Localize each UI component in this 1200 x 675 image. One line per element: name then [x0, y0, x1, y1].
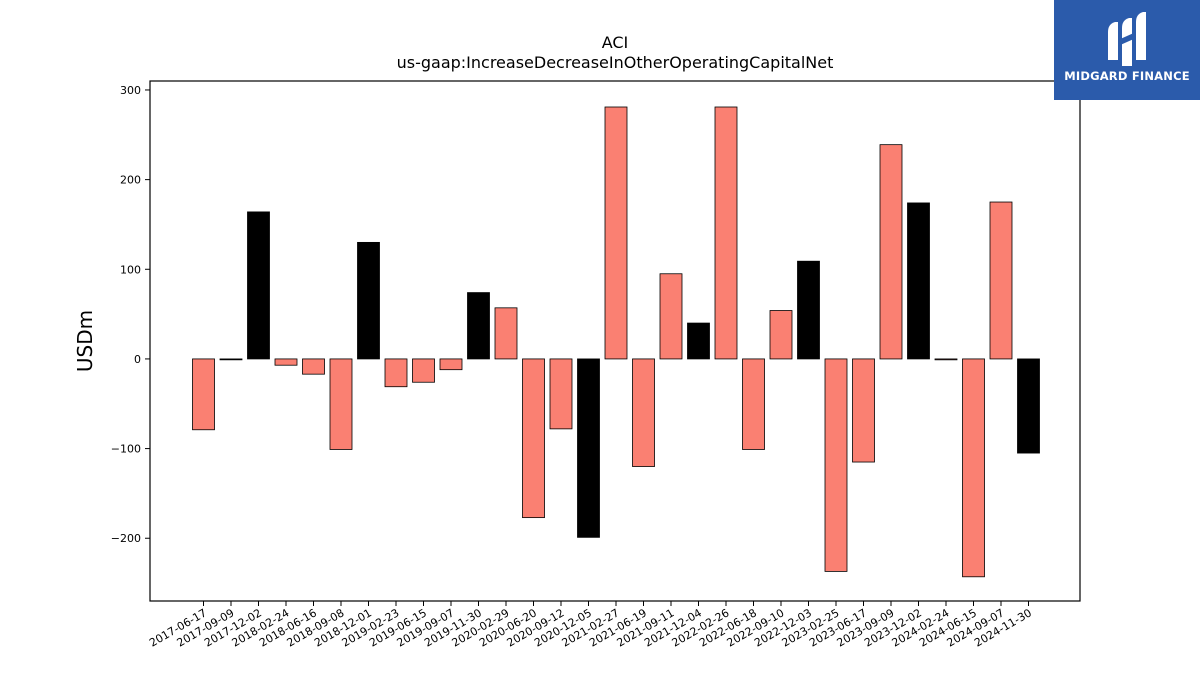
- bar-2018-02-24: [274, 358, 298, 366]
- bar-2024-02-24: [934, 358, 958, 361]
- bar-2023-06-17: [852, 358, 875, 463]
- bar-2018-06-16: [302, 358, 325, 375]
- bar-2024-09-07: [989, 201, 1013, 360]
- brand-name: MIDGARD FINANCE: [1064, 69, 1190, 83]
- bar-2018-09-08: [329, 358, 353, 450]
- bar-2021-09-11: [659, 273, 683, 360]
- bar-2023-12-02: [907, 202, 930, 360]
- x-ticks-group: 2017-06-172017-09-092017-12-022018-02-24…: [147, 601, 1034, 650]
- bar-2020-09-12: [549, 358, 573, 430]
- bar-2021-02-27: [604, 106, 628, 360]
- bars-group: [192, 106, 1040, 578]
- chart-subtitle: us-gaap:IncreaseDecreaseInOtherOperating…: [397, 53, 834, 72]
- bar-2021-12-04: [687, 322, 710, 360]
- bar-2021-06-19: [632, 358, 655, 467]
- bar-2022-06-18: [742, 358, 765, 450]
- bar-2020-02-29: [494, 307, 518, 360]
- bar-2019-11-30: [467, 292, 490, 360]
- y-axis-label: USDm: [73, 310, 97, 372]
- y-tick-label: −100: [111, 443, 141, 456]
- bar-2019-09-07: [439, 358, 463, 371]
- bar-2017-09-09: [219, 358, 243, 361]
- bar-2020-12-05: [577, 358, 600, 538]
- bar-2022-09-10: [769, 310, 793, 360]
- bar-2022-02-26: [714, 106, 738, 360]
- chart-title: ACI: [602, 33, 629, 52]
- y-tick-label: 200: [120, 174, 141, 187]
- y-tick-label: 100: [120, 263, 141, 276]
- bar-2024-11-30: [1017, 358, 1040, 454]
- bar-2017-12-02: [247, 211, 270, 360]
- bar-2019-06-15: [412, 358, 435, 383]
- midgard-logo-icon: [1108, 12, 1146, 66]
- bar-2019-02-23: [384, 358, 408, 388]
- y-tick-label: −200: [111, 532, 141, 545]
- bar-2017-06-17: [192, 358, 215, 431]
- y-ticks-group: 300 200 100 0 −100 −200: [111, 84, 150, 545]
- plot-frame: [149, 80, 1081, 602]
- bar-2023-09-09: [879, 144, 903, 360]
- bar-2023-02-25: [824, 358, 848, 572]
- brand-logo: MIDGARD FINANCE: [1054, 0, 1200, 100]
- bar-2024-06-15: [962, 358, 985, 578]
- bar-2018-12-01: [357, 241, 380, 360]
- y-tick-label: 0: [134, 353, 141, 366]
- bar-2022-12-03: [797, 260, 820, 360]
- y-tick-label: 300: [120, 84, 141, 97]
- bar-2020-06-20: [522, 358, 545, 519]
